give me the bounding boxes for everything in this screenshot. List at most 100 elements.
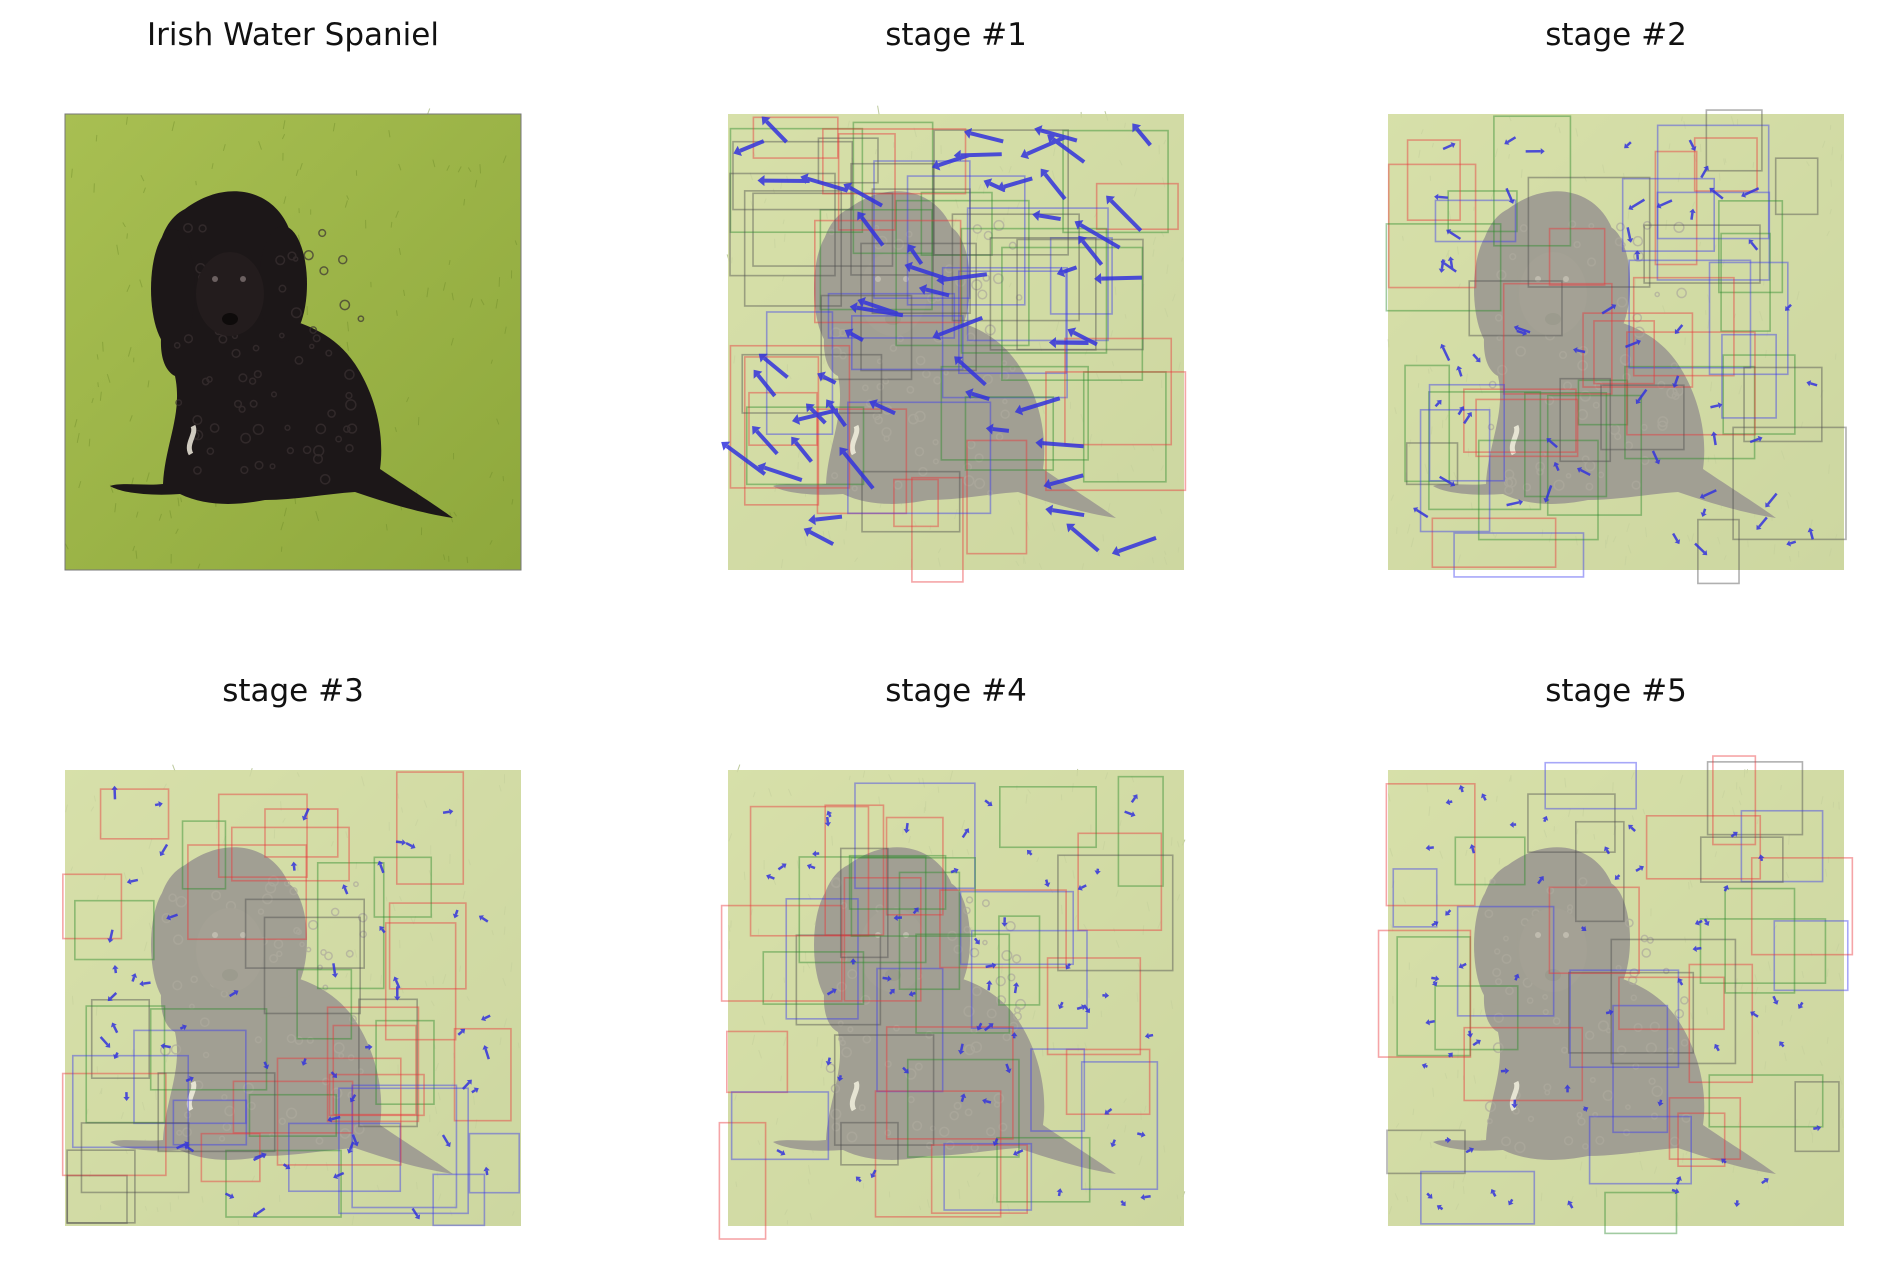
offset-arrows xyxy=(721,116,1157,557)
offset-arrow xyxy=(1730,833,1736,838)
offset-arrow xyxy=(860,216,885,247)
offset-arrow xyxy=(1626,141,1632,147)
arrow-head xyxy=(1757,435,1763,442)
bounding-box xyxy=(244,898,365,969)
offset-arrow xyxy=(1675,1179,1681,1185)
offset-arrow xyxy=(1509,1198,1514,1203)
offset-arrow xyxy=(1148,1033,1154,1038)
bounding-box xyxy=(1600,384,1685,451)
arrow-head xyxy=(341,884,348,890)
arrow-head xyxy=(184,1144,190,1151)
arrow-head xyxy=(808,514,816,526)
offset-arrow xyxy=(1109,199,1143,233)
arrow-head xyxy=(1043,478,1052,490)
offset-arrow xyxy=(1124,810,1133,816)
arrow-head xyxy=(1035,437,1043,449)
bounding-box xyxy=(741,353,883,414)
photo-group xyxy=(728,764,1186,1226)
offset-arrow xyxy=(848,185,883,208)
photo-group xyxy=(1387,769,1844,1226)
arrow-head xyxy=(166,914,172,921)
offset-arrow xyxy=(725,444,767,476)
bounding-box xyxy=(1377,929,1472,1058)
bounding-box xyxy=(822,128,967,195)
bounding-box xyxy=(876,967,944,1093)
offset-arrow xyxy=(114,1052,119,1057)
offset-arrow xyxy=(1576,349,1586,354)
arrow-head xyxy=(831,988,837,994)
offset-arrow xyxy=(381,928,386,934)
arrow-head xyxy=(1543,497,1550,503)
offset-arrow xyxy=(1711,189,1724,200)
stage-overlay xyxy=(1377,755,1854,1235)
arrow-head xyxy=(379,926,385,932)
bounding-box xyxy=(1463,1026,1584,1102)
offset-arrow xyxy=(992,427,1010,433)
arrow-head xyxy=(1130,811,1136,818)
bounding-box xyxy=(729,172,836,277)
bounding-box xyxy=(172,1099,248,1146)
arrow-head xyxy=(803,526,813,537)
offset-arrow xyxy=(109,992,118,1000)
arrow-head xyxy=(229,1193,235,1199)
offset-arrow xyxy=(1630,826,1636,832)
offset-arrow xyxy=(1507,136,1517,144)
bounding-box xyxy=(1385,223,1502,312)
bounding-box xyxy=(814,219,962,324)
stage-3-canvas xyxy=(61,764,521,1227)
bounding-box xyxy=(1697,518,1740,585)
arrow-head xyxy=(987,801,993,807)
offset-arrow xyxy=(454,909,459,916)
bounding-box xyxy=(1699,836,1784,883)
offset-arrow xyxy=(762,356,789,379)
bounding-box xyxy=(85,1005,166,1124)
bounding-box xyxy=(906,1058,1020,1158)
offset-arrow xyxy=(1799,1001,1804,1007)
arrow-head xyxy=(931,159,941,171)
bounding-box xyxy=(798,856,927,964)
bounding-box xyxy=(1396,936,1472,1057)
dog-ear xyxy=(151,229,195,349)
arrow-head xyxy=(837,1076,844,1082)
arrow-head xyxy=(1067,327,1077,338)
arrow-head xyxy=(1522,329,1528,337)
bounding-box xyxy=(850,857,976,937)
arrow-head xyxy=(761,116,771,126)
bounding-box xyxy=(873,160,971,299)
arrow-head xyxy=(1741,191,1747,198)
offset-arrow xyxy=(1760,857,1764,862)
bounding-box xyxy=(996,1136,1091,1203)
offset-arrow xyxy=(255,1207,266,1216)
offset-arrow xyxy=(1038,213,1061,222)
bounding-box xyxy=(1574,820,1625,923)
bounding-box xyxy=(453,1027,512,1122)
arrow-head xyxy=(263,1064,270,1070)
offset-arrow xyxy=(351,1134,358,1144)
bounding-box xyxy=(1057,854,1174,972)
offset-arrow xyxy=(1432,980,1436,984)
arrow-head xyxy=(1065,964,1071,970)
offset-arrow xyxy=(1042,441,1084,449)
bounding-box xyxy=(232,1080,354,1134)
offset-arrow xyxy=(1672,532,1679,542)
offset-arrow xyxy=(755,429,779,456)
arrow-head xyxy=(1456,365,1463,371)
arrow-head xyxy=(857,211,867,221)
offset-arrow xyxy=(1605,1011,1610,1015)
offset-arrow xyxy=(1135,127,1152,147)
offset-arrow xyxy=(484,1014,491,1020)
arrow-head xyxy=(963,828,970,834)
offset-arrow xyxy=(405,841,413,848)
offset-arrow xyxy=(808,530,835,546)
bounding-box xyxy=(71,1054,190,1149)
offset-arrow xyxy=(1080,884,1087,889)
arrow-head xyxy=(285,1164,291,1170)
offset-arrow xyxy=(984,799,991,805)
bounding-box xyxy=(1693,137,1758,192)
bounding-box xyxy=(871,188,971,314)
offset-arrow xyxy=(1671,1188,1677,1193)
bounding-box xyxy=(1668,1097,1742,1160)
offset-arrow xyxy=(910,265,949,282)
offset-arrow xyxy=(828,813,832,818)
